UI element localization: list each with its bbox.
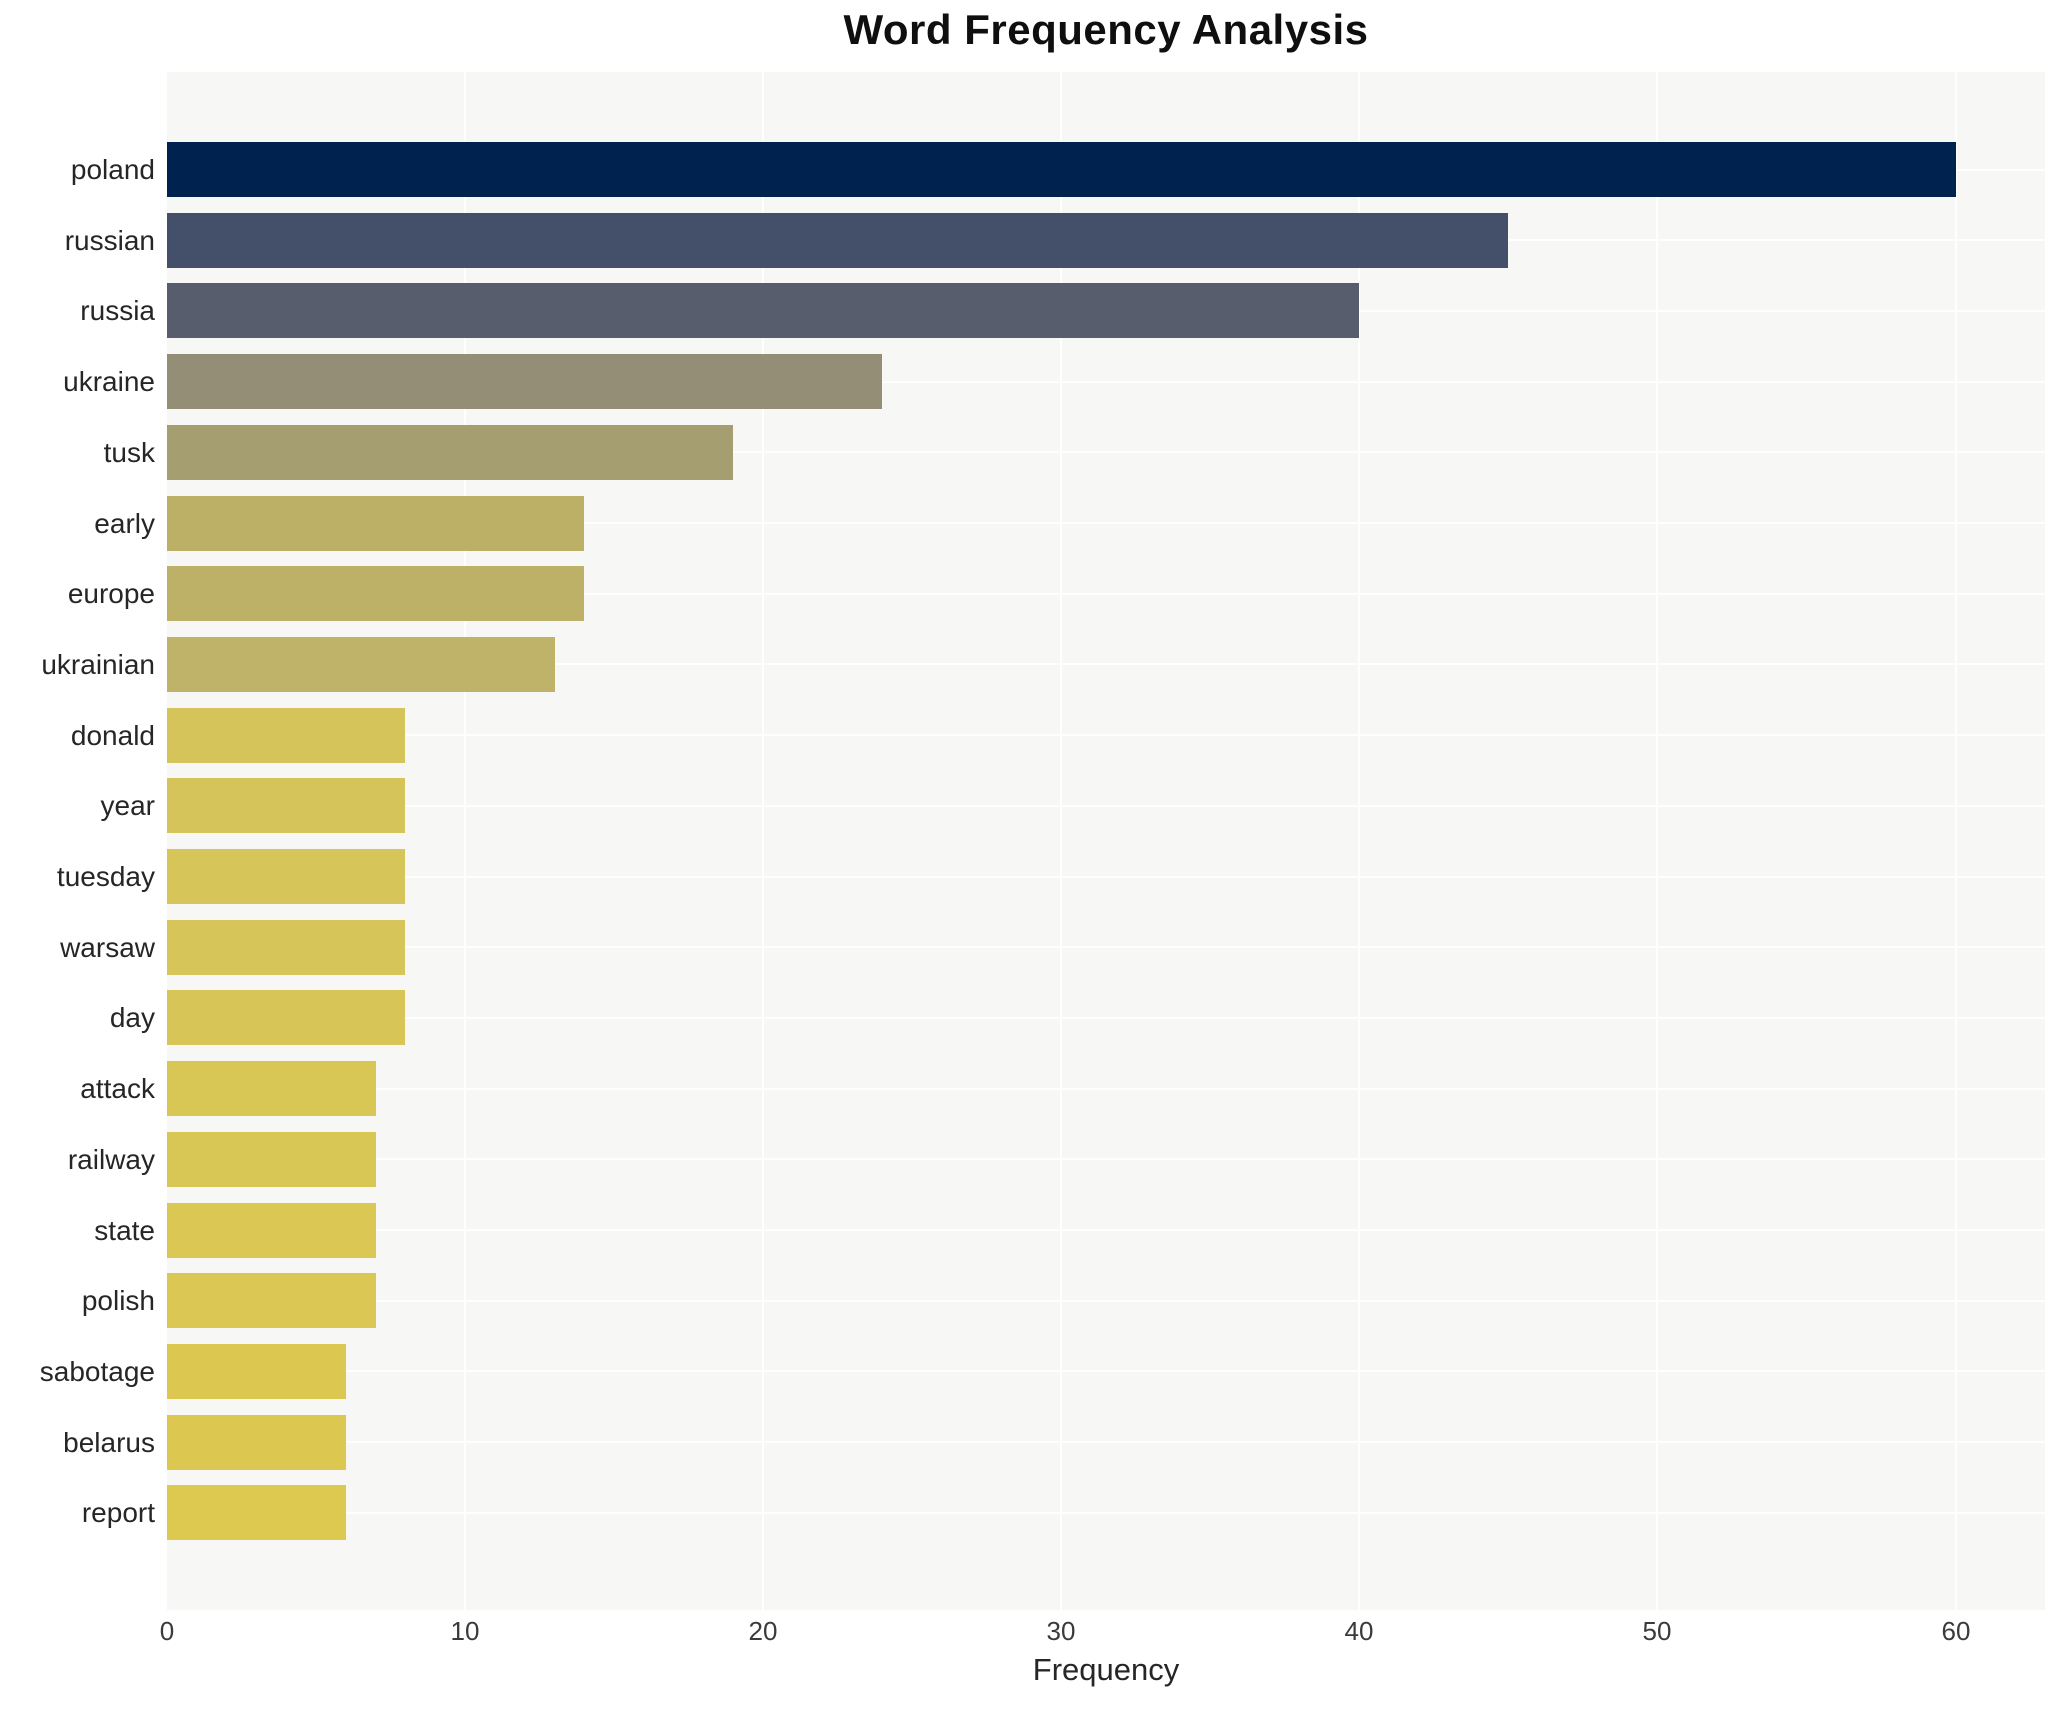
y-tick-label-ukrainian: ukrainian [41,648,155,680]
y-tick-label-russian: russian [64,224,155,256]
y-tick-label-poland: poland [70,154,155,185]
bar-ukrainian [167,636,555,692]
bar-russian [167,212,1509,268]
y-tick-label-russia: russia [80,295,155,327]
horizontal-gridline [167,1511,2045,1514]
bar-year [167,778,406,834]
horizontal-gridline [167,1016,2045,1019]
vertical-gridline [762,72,764,1610]
horizontal-gridline [167,1441,2045,1444]
bar-day [167,990,406,1046]
y-tick-label-railway: railway [67,1143,155,1175]
x-tick-label-40: 40 [1344,1616,1374,1646]
horizontal-gridline [167,1299,2045,1302]
bar-early [167,495,585,551]
y-tick-label-year: year [100,790,155,822]
vertical-gridline [1358,72,1360,1610]
y-tick-label-warsaw: warsaw [60,931,155,963]
y-tick-label-early: early [94,507,155,539]
y-tick-label-day: day [109,1002,155,1034]
bar-state [167,1202,376,1258]
x-axis-title: Frequency [1032,1652,1180,1687]
y-tick-label-tusk: tusk [103,436,155,468]
horizontal-gridline [167,1370,2045,1373]
y-tick-label-donald: donald [70,719,155,751]
horizontal-gridline [167,663,2045,666]
horizontal-gridline [167,1087,2045,1090]
x-tick-label-0: 0 [159,1616,175,1646]
vertical-gridline [1955,72,1957,1610]
chart-title: Word Frequency Analysis [843,6,1369,53]
y-tick-label-state: state [94,1214,155,1246]
y-axis-labels: poland russian russia ukraine tusk early europ… [0,72,155,1610]
y-tick-label-tuesday: tuesday [56,861,155,892]
horizontal-gridline [167,734,2045,737]
plot-area [167,72,2045,1610]
y-tick-label-polish: polish [81,1285,155,1317]
bar-ukraine [167,354,883,410]
bar-tusk [167,424,734,480]
bar-report [167,1485,346,1541]
bar-russia [167,283,1360,339]
x-tick-label-10: 10 [450,1616,480,1646]
horizontal-gridline [167,451,2045,454]
x-tick-label-20: 20 [748,1616,778,1646]
bar-warsaw [167,919,406,975]
horizontal-gridline [167,804,2045,807]
y-tick-label-belarus: belarus [63,1426,155,1458]
bar-sabotage [167,1343,346,1399]
horizontal-gridline [167,946,2045,949]
vertical-gridline [464,72,466,1610]
x-tick-label-50: 50 [1642,1616,1672,1646]
horizontal-gridline [167,1229,2045,1231]
horizontal-gridline [167,592,2045,595]
y-tick-label-sabotage: sabotage [39,1355,155,1387]
bar-tuesday [167,849,406,904]
y-tick-label-attack: attack [80,1073,155,1105]
horizontal-gridline [167,380,2045,383]
horizontal-gridline [167,522,2045,524]
x-tick-label-30: 30 [1046,1616,1076,1646]
bar-poland [167,142,1956,197]
vertical-gridline [1656,72,1658,1610]
bar-belarus [167,1414,346,1470]
vertical-gridline [1060,72,1062,1610]
y-tick-label-ukraine: ukraine [63,366,155,398]
x-axis-ticks: 0 10 20 30 40 50 60 [160,1616,2045,1652]
bar-railway [167,1131,376,1187]
y-tick-label-europe: europe [67,578,155,610]
horizontal-gridline [167,875,2045,878]
y-tick-label-report: report [81,1497,155,1529]
bar-polish [167,1273,376,1329]
horizontal-gridline [167,1158,2045,1161]
bar-europe [167,566,585,622]
bar-attack [167,1061,376,1117]
x-tick-label-60: 60 [1941,1616,1971,1646]
bar-donald [167,707,406,763]
